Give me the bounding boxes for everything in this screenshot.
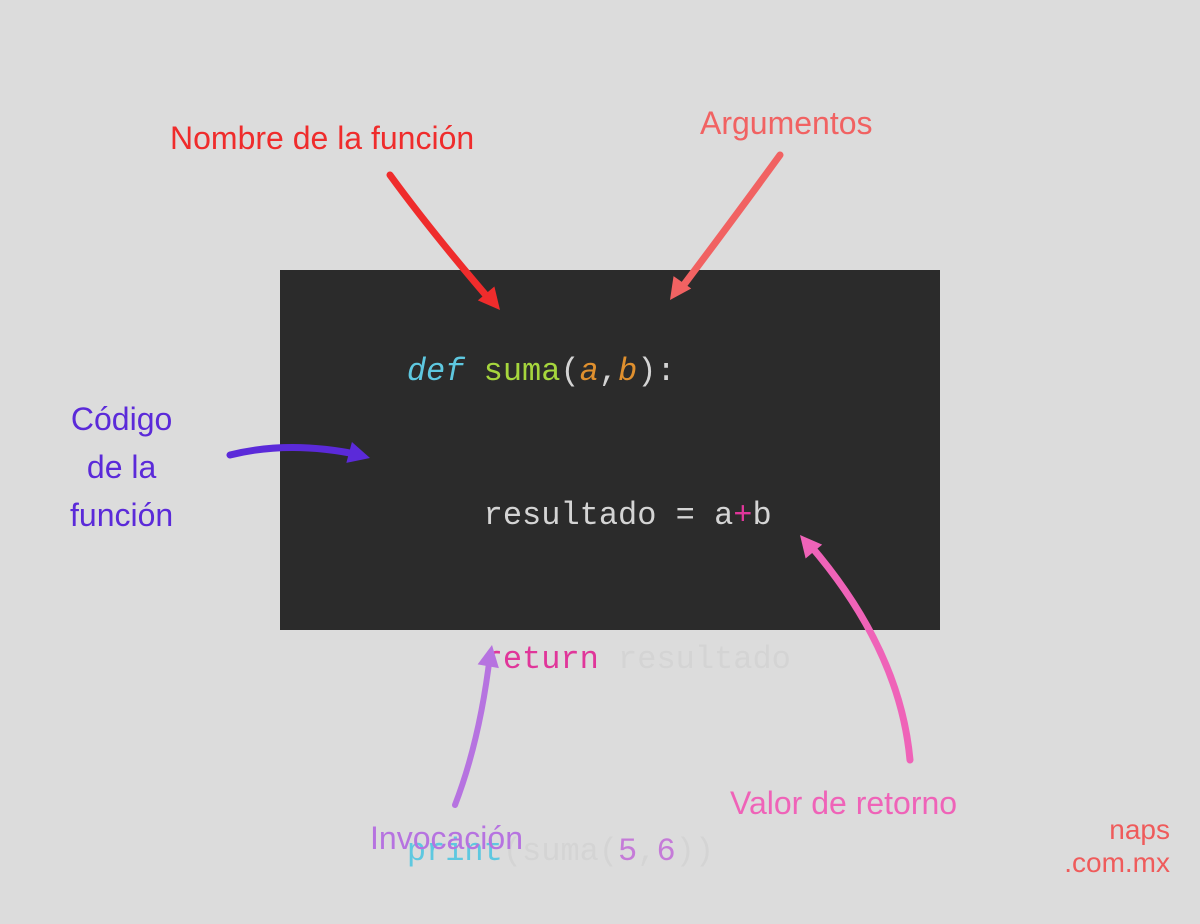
annotation-return-value: Valor de retorno <box>730 785 957 822</box>
code-line-1: def suma(a,b): <box>330 300 910 444</box>
annotation-function-name: Nombre de la función <box>170 120 474 157</box>
watermark: naps .com.mx <box>1064 813 1170 880</box>
code-block: def suma(a,b): resultado = a+b return re… <box>280 270 940 630</box>
watermark-line1: naps <box>1064 813 1170 847</box>
annotation-invocation: Invocación <box>370 820 523 857</box>
code-line-blank <box>330 732 910 780</box>
code-line-3: return resultado <box>330 588 910 732</box>
annotation-arguments: Argumentos <box>700 105 873 142</box>
annotation-function-code: Códigode lafunción <box>70 395 173 539</box>
code-line-2: resultado = a+b <box>330 444 910 588</box>
watermark-line2: .com.mx <box>1064 846 1170 880</box>
